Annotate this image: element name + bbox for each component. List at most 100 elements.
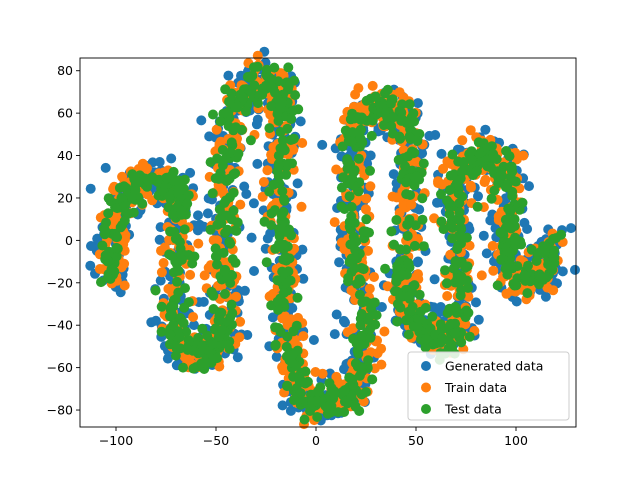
data-point xyxy=(427,311,438,322)
data-point xyxy=(353,153,364,164)
data-point xyxy=(452,244,463,255)
x-axis: −100 −50 0 50 100 xyxy=(99,427,528,448)
data-point xyxy=(488,265,499,276)
data-point xyxy=(445,220,456,231)
data-point xyxy=(252,158,263,169)
data-point xyxy=(361,226,372,237)
data-point xyxy=(355,320,366,331)
data-point xyxy=(540,291,551,302)
data-point xyxy=(397,270,408,281)
data-point xyxy=(353,348,364,359)
data-point xyxy=(393,154,404,165)
data-point xyxy=(342,156,353,167)
legend-label: Generated data xyxy=(445,359,543,374)
data-point xyxy=(161,172,172,183)
data-point xyxy=(531,256,542,266)
data-point xyxy=(249,80,260,91)
y-tick-label: 40 xyxy=(57,148,73,163)
x-tick-label: 100 xyxy=(504,433,528,448)
data-point xyxy=(510,176,521,187)
data-point xyxy=(524,181,534,192)
data-point xyxy=(212,153,223,164)
data-point xyxy=(296,201,307,212)
data-point xyxy=(352,253,362,264)
data-point xyxy=(450,328,460,339)
data-point xyxy=(279,287,289,298)
data-point xyxy=(409,240,420,251)
data-point xyxy=(183,190,194,201)
data-point xyxy=(158,258,169,268)
data-point xyxy=(156,301,167,312)
data-point xyxy=(493,215,504,225)
data-point xyxy=(453,175,464,186)
data-point xyxy=(345,114,356,125)
data-point xyxy=(502,269,513,280)
data-point xyxy=(228,125,239,136)
data-point xyxy=(361,95,372,106)
data-point xyxy=(164,191,175,202)
data-point xyxy=(566,223,576,234)
y-tick-label: −20 xyxy=(47,275,73,290)
data-point xyxy=(317,368,328,379)
data-point xyxy=(120,234,130,245)
data-point xyxy=(278,239,289,250)
x-tick-label: −100 xyxy=(99,433,133,448)
data-point xyxy=(380,263,391,274)
data-point xyxy=(214,307,225,318)
data-point xyxy=(119,280,130,291)
data-point xyxy=(276,210,287,221)
data-point xyxy=(155,222,166,233)
data-point xyxy=(111,251,122,262)
data-point xyxy=(437,179,448,190)
data-point xyxy=(85,260,96,271)
data-point xyxy=(103,193,114,204)
data-point xyxy=(252,61,263,72)
data-point xyxy=(285,275,296,286)
data-point xyxy=(386,226,397,237)
data-point xyxy=(369,272,379,282)
data-point xyxy=(344,372,355,383)
data-point xyxy=(367,374,378,385)
data-point xyxy=(557,266,568,277)
data-point xyxy=(225,238,236,249)
data-point xyxy=(386,120,397,131)
data-point xyxy=(448,263,459,274)
data-point xyxy=(248,198,259,209)
data-point xyxy=(223,70,234,81)
data-point xyxy=(206,287,217,298)
data-point xyxy=(262,165,273,176)
data-point xyxy=(193,238,204,249)
data-point xyxy=(556,229,567,240)
data-point xyxy=(473,191,483,202)
data-point xyxy=(344,191,355,202)
data-point xyxy=(222,224,233,235)
data-point xyxy=(290,90,301,101)
data-point xyxy=(213,173,224,184)
data-point xyxy=(436,148,447,159)
data-point xyxy=(285,135,296,145)
data-point xyxy=(331,371,342,382)
data-point xyxy=(193,210,203,221)
data-point xyxy=(100,162,111,173)
data-point xyxy=(85,183,96,194)
scatter-points xyxy=(85,46,580,430)
data-point xyxy=(300,378,311,389)
data-point xyxy=(382,84,393,95)
data-point xyxy=(103,208,114,219)
data-point xyxy=(363,245,373,256)
data-point xyxy=(182,198,193,209)
data-point xyxy=(504,247,515,258)
data-point xyxy=(291,360,302,371)
data-point xyxy=(312,396,323,407)
data-point xyxy=(232,352,243,363)
data-point xyxy=(261,257,272,268)
data-point xyxy=(176,254,187,265)
data-point xyxy=(230,257,241,268)
data-point xyxy=(280,311,290,322)
data-point xyxy=(349,165,360,176)
data-point xyxy=(100,250,111,261)
data-point xyxy=(481,248,492,259)
legend-marker xyxy=(421,361,431,371)
data-point xyxy=(339,385,350,396)
data-point xyxy=(241,189,252,199)
